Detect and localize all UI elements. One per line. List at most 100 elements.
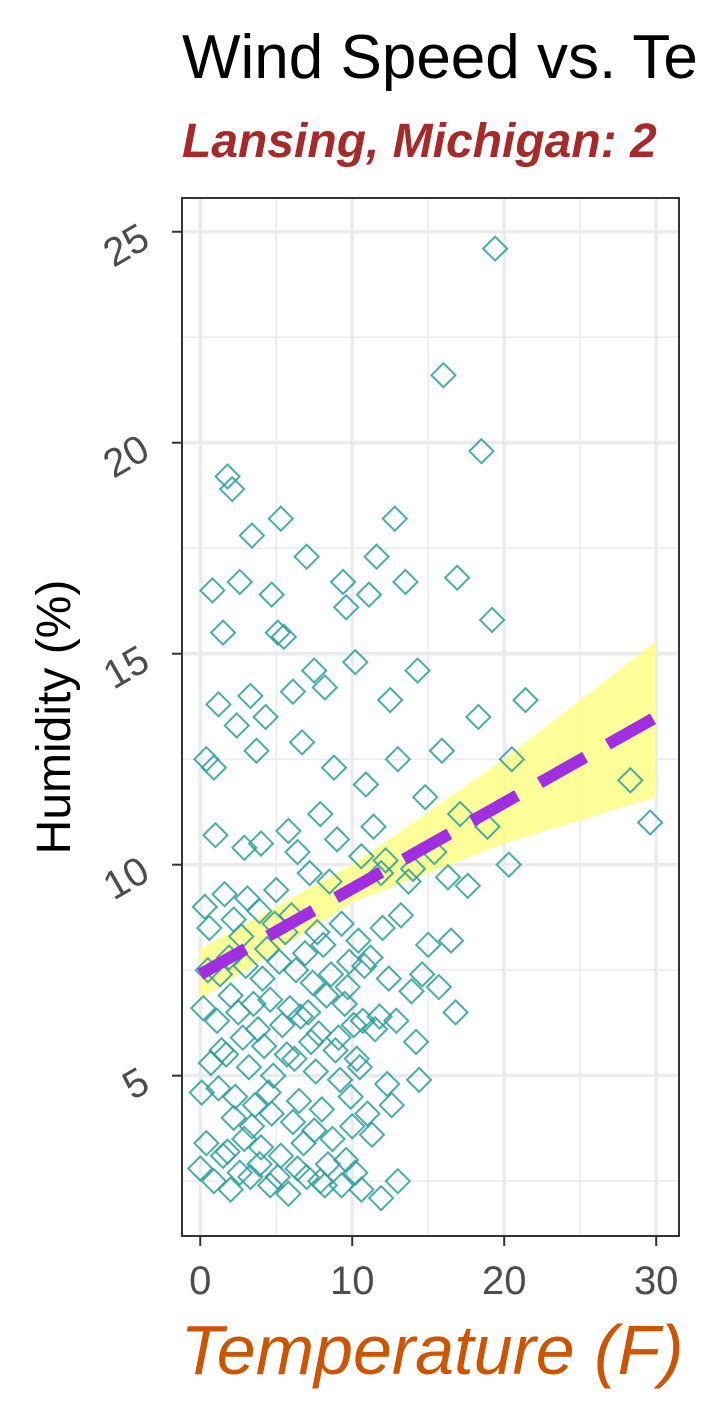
data-point <box>200 1167 228 1195</box>
data-point <box>331 990 359 1018</box>
confidence-band-area <box>200 641 657 1000</box>
data-point <box>373 1070 401 1098</box>
data-point <box>334 973 362 1001</box>
data-point <box>398 977 425 1005</box>
data-point <box>262 876 290 904</box>
chart-title: Wind Speed vs. Te <box>182 23 698 92</box>
data-point <box>288 728 316 756</box>
data-point <box>372 847 400 874</box>
data-point <box>616 766 644 794</box>
data-point <box>249 965 276 993</box>
data-point <box>281 1045 308 1073</box>
data-point <box>208 1036 235 1064</box>
data-point <box>282 956 310 984</box>
data-point <box>305 1020 333 1047</box>
data-point <box>247 830 275 857</box>
data-point <box>468 437 495 465</box>
data-point <box>312 982 340 1009</box>
data-point <box>258 581 286 609</box>
data-point <box>332 1146 360 1174</box>
data-point <box>337 1083 365 1111</box>
confidence-band <box>200 641 657 1000</box>
data-point <box>366 1003 393 1030</box>
data-point <box>328 910 356 938</box>
data-point <box>291 939 319 967</box>
y-tick-label: 25 <box>96 215 157 275</box>
data-point <box>285 1087 313 1115</box>
data-point <box>399 855 427 883</box>
data-point <box>341 648 369 676</box>
data-point <box>197 1049 225 1077</box>
data-point <box>329 568 357 596</box>
data-point <box>236 682 264 710</box>
data-point <box>264 619 292 647</box>
data-point <box>442 998 469 1026</box>
data-point <box>352 771 380 798</box>
data-point <box>233 885 261 912</box>
data-point <box>316 868 343 895</box>
data-point <box>205 690 232 718</box>
x-tick-label: 10 <box>330 1259 375 1303</box>
data-point <box>338 1112 366 1140</box>
data-point <box>428 737 456 765</box>
y-tick-label: 10 <box>96 848 157 908</box>
data-point <box>446 800 474 828</box>
y-tick-label: 15 <box>96 637 157 697</box>
data-point <box>443 564 471 592</box>
data-point <box>220 1104 248 1132</box>
data-point <box>195 914 223 942</box>
data-point <box>361 1015 389 1043</box>
data-point <box>354 1100 381 1128</box>
data-point <box>311 674 339 701</box>
data-point <box>326 1066 354 1094</box>
data-point <box>294 998 322 1026</box>
data-point <box>378 1091 406 1119</box>
data-point <box>382 1007 410 1035</box>
data-point <box>384 745 412 773</box>
data-point <box>279 1108 307 1136</box>
data-point <box>258 1100 286 1128</box>
y-tick-label: 5 <box>115 1059 156 1108</box>
data-point <box>240 990 267 1018</box>
data-point <box>238 522 266 549</box>
data-point <box>214 463 242 490</box>
data-point <box>217 982 245 1009</box>
data-points <box>186 235 664 1212</box>
data-point <box>250 1032 278 1060</box>
data-point <box>230 834 258 862</box>
data-point <box>328 1171 356 1199</box>
data-point <box>293 543 321 571</box>
data-point <box>211 880 238 908</box>
data-point <box>188 1079 216 1106</box>
data-point <box>268 1011 296 1039</box>
data-point <box>402 1028 430 1056</box>
data-point <box>303 918 331 946</box>
data-point <box>376 686 404 714</box>
data-point <box>200 754 228 782</box>
data-point <box>425 973 453 1001</box>
y-tick-label: 20 <box>96 426 157 486</box>
data-point <box>246 897 273 925</box>
data-point <box>454 872 482 900</box>
data-point <box>437 927 465 955</box>
data-point <box>381 505 409 533</box>
plot-frame <box>181 197 680 1237</box>
data-point <box>464 703 492 731</box>
data-point <box>346 1053 374 1081</box>
data-point <box>279 678 307 706</box>
data-point <box>256 986 284 1014</box>
data-point <box>267 505 295 533</box>
data-point <box>319 1125 346 1153</box>
data-point <box>217 1176 245 1203</box>
data-point <box>408 960 436 988</box>
data-point <box>309 931 337 959</box>
data-point <box>224 998 252 1026</box>
data-point <box>192 1129 220 1157</box>
data-point <box>344 927 372 955</box>
data-point <box>198 577 226 604</box>
data-point <box>246 1150 273 1178</box>
data-point <box>478 606 506 634</box>
data-point <box>355 581 383 609</box>
data-point <box>335 948 363 976</box>
